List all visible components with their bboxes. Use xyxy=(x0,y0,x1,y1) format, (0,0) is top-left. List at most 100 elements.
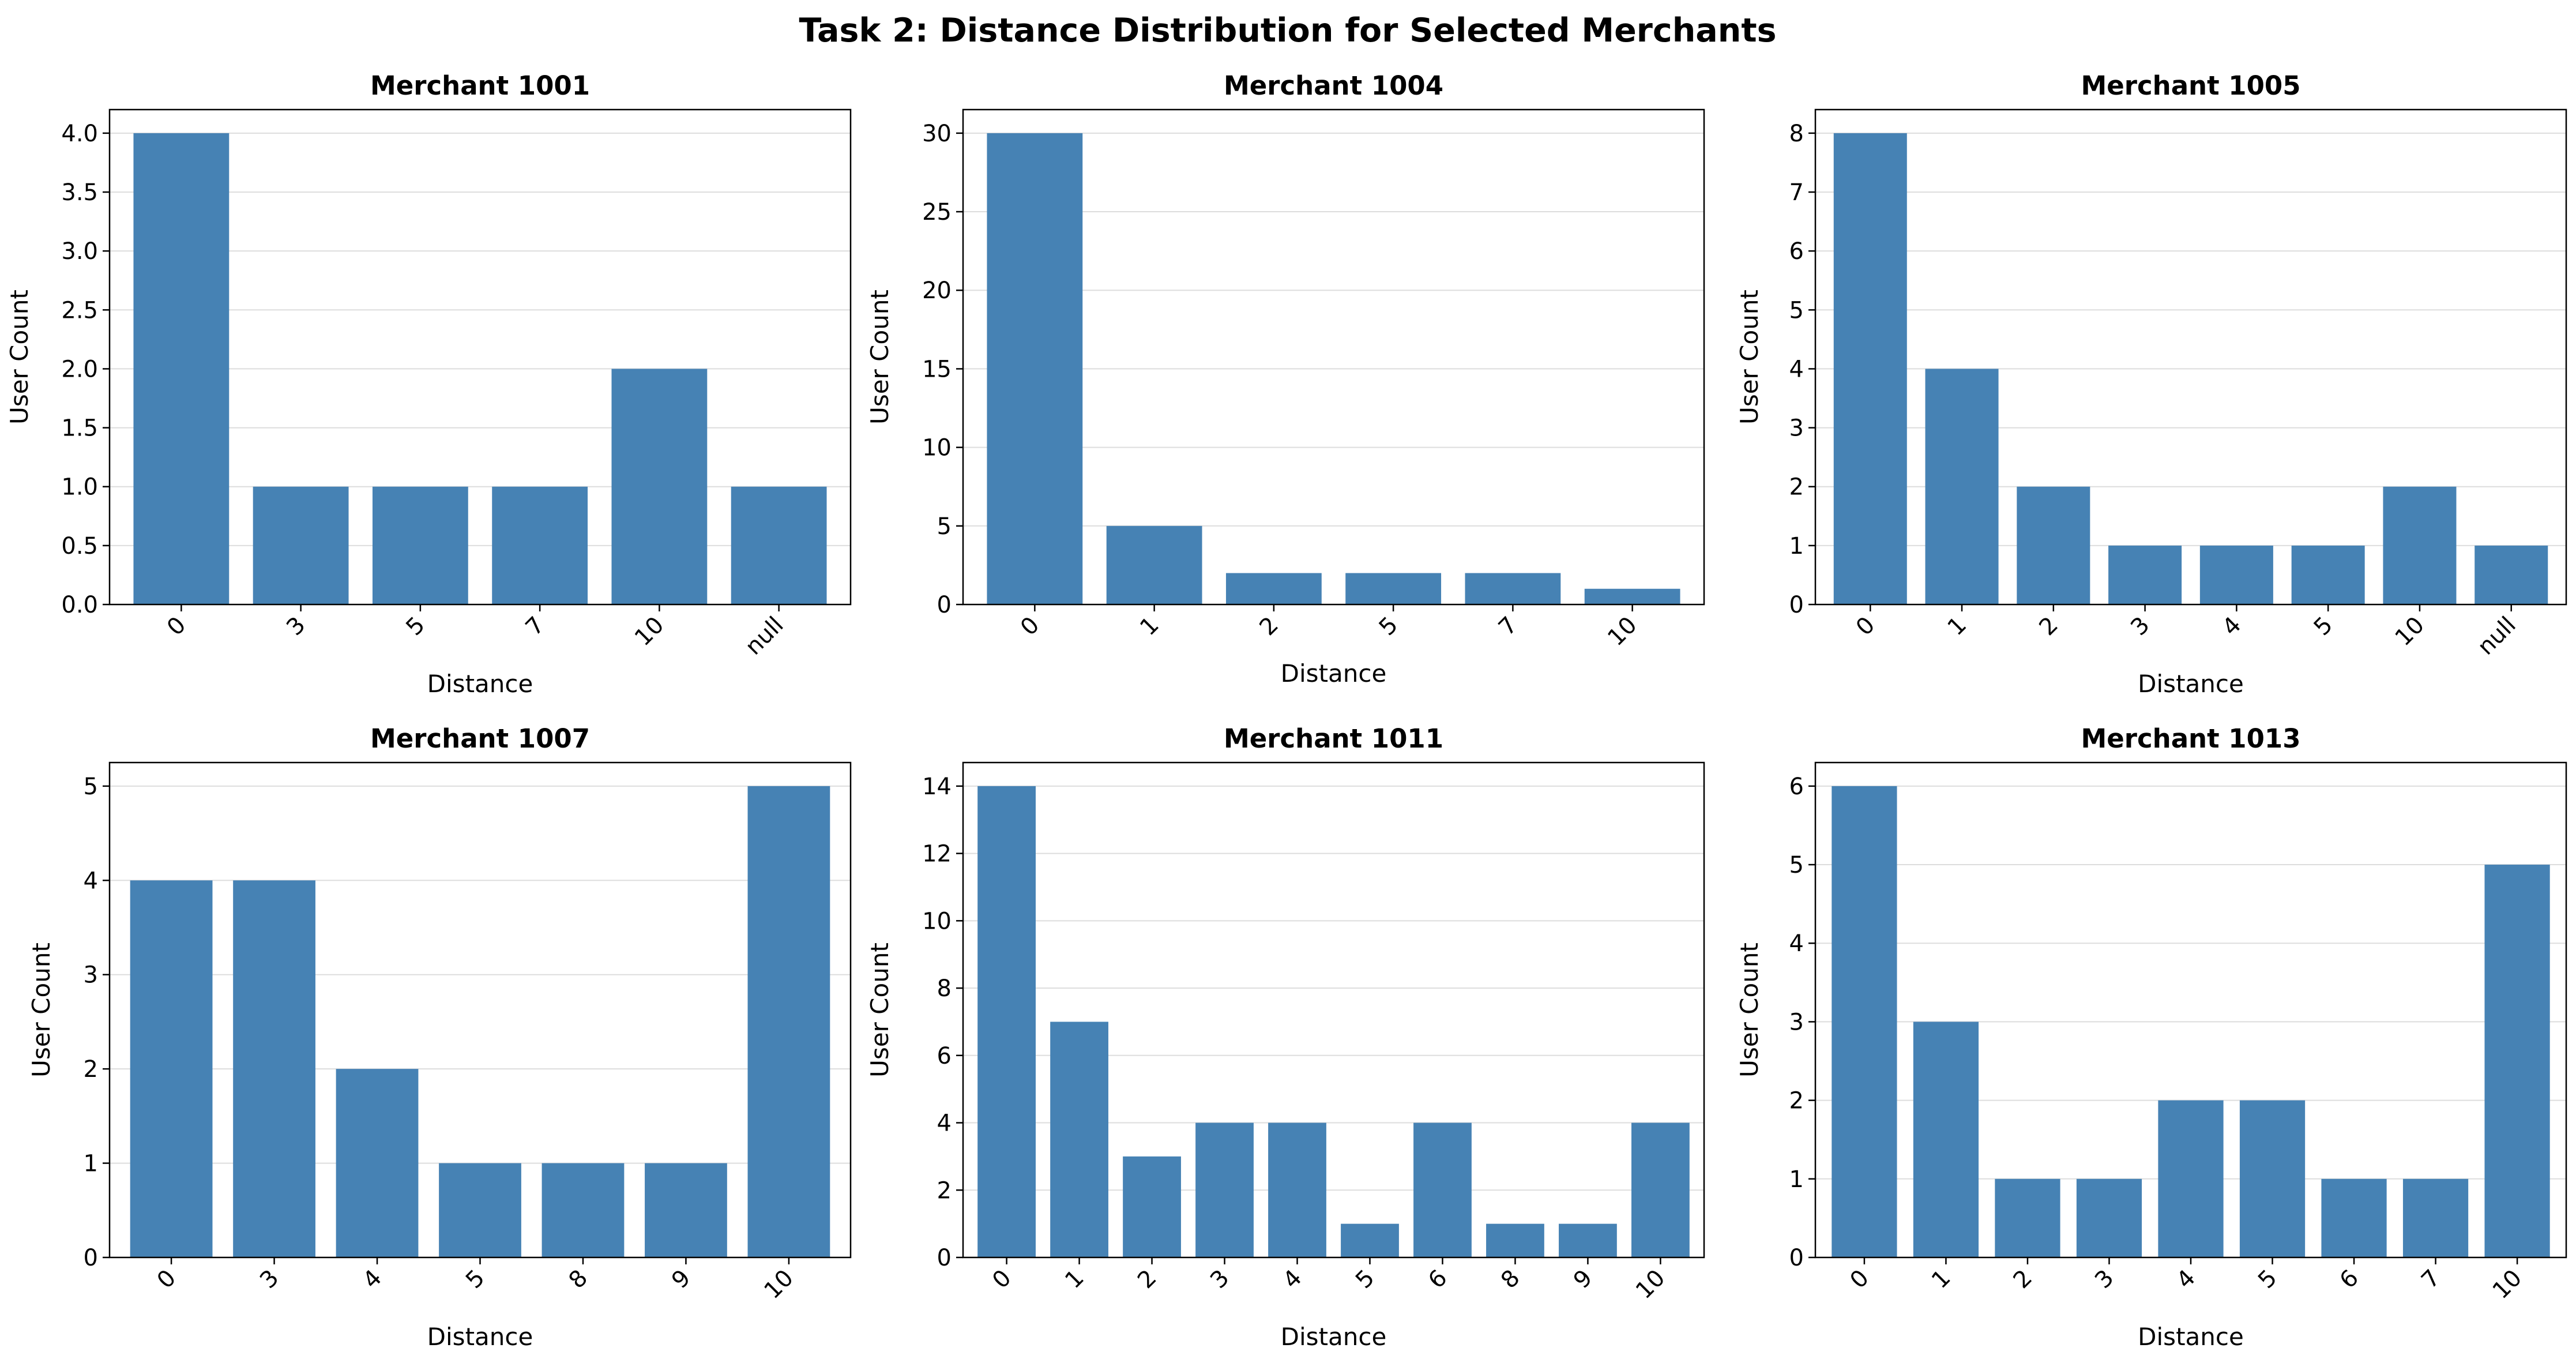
bar-2 xyxy=(1995,1178,2060,1257)
bar-10 xyxy=(2484,865,2550,1257)
x-tick-label: 4 xyxy=(2172,1265,2201,1294)
x-tick-label: null xyxy=(740,612,789,660)
y-tick-label: 5 xyxy=(1789,297,1804,324)
bar-null xyxy=(731,486,827,604)
x-tick-label: 1 xyxy=(1135,612,1164,641)
bar-1 xyxy=(1050,1022,1108,1257)
bar-5 xyxy=(439,1163,521,1257)
bar-0 xyxy=(133,133,230,604)
y-tick-label: 1 xyxy=(1789,533,1804,560)
y-tick-label: 7 xyxy=(1789,179,1804,206)
x-tick-label: 7 xyxy=(1494,612,1523,641)
y-tick-label: 0 xyxy=(937,1245,952,1271)
y-tick-label: 1 xyxy=(84,1151,98,1177)
bar-5 xyxy=(2239,1100,2306,1257)
y-tick-label: 0 xyxy=(1789,592,1804,618)
y-tick-label: 3 xyxy=(1789,415,1804,442)
y-tick-label: 30 xyxy=(922,121,952,147)
x-tick-label: 3 xyxy=(1205,1265,1235,1294)
bar-0 xyxy=(987,133,1083,604)
bar-3 xyxy=(2076,1178,2142,1257)
bar-5 xyxy=(1345,573,1442,604)
axes-frame xyxy=(108,761,852,1259)
x-tick-label: 6 xyxy=(2335,1265,2364,1294)
bar-7 xyxy=(2402,1178,2469,1257)
panel-6: 0 1 2 3 4 5 6 0 1 2 3 4 5 6 7 10 Merchant 1013 Distance Us… xyxy=(1735,723,2567,1351)
panel-title: Merchant 1007 xyxy=(370,723,590,754)
panel-title: Merchant 1013 xyxy=(2081,723,2300,754)
y-tick-label: 4 xyxy=(937,1110,952,1137)
y-tick-label: 10 xyxy=(922,908,952,934)
x-tick-label: null xyxy=(2473,612,2521,660)
bar-8 xyxy=(541,1163,625,1257)
y-axis-label: User Count xyxy=(5,290,33,425)
bar-7 xyxy=(1465,573,1561,604)
x-tick-label: 2 xyxy=(1133,1265,1162,1294)
y-tick-label: 6 xyxy=(1789,238,1804,265)
x-tick-label: 10 xyxy=(630,612,670,652)
bar-3 xyxy=(233,880,315,1257)
x-axis-label: Distance xyxy=(2138,670,2244,698)
bar-10 xyxy=(1631,1122,1690,1257)
y-tick-label: 25 xyxy=(922,199,952,226)
y-tick-label: 1 xyxy=(1789,1166,1804,1193)
y-tick-label: 2 xyxy=(1789,474,1804,501)
axes-frame xyxy=(962,761,1705,1259)
y-tick-label: 2 xyxy=(84,1056,98,1083)
figure-title: Task 2: Distance Distribution for Select… xyxy=(799,12,1777,50)
x-tick-label: 10 xyxy=(2488,1265,2528,1305)
y-tick-label: 1.0 xyxy=(61,474,98,501)
x-axis-label: Distance xyxy=(427,1323,533,1351)
x-tick-label: 1 xyxy=(1060,1265,1089,1294)
x-tick-label: 1 xyxy=(1943,612,1972,641)
panel-title: Merchant 1005 xyxy=(2081,70,2300,101)
panel-1: 0.0 0.5 1.0 1.5 2.0 2.5 3.0 3.5 4.0 0 3 5 7 10 null Mer… xyxy=(5,70,852,698)
x-tick-label: 5 xyxy=(1374,612,1404,641)
x-tick-label: 2 xyxy=(2034,612,2063,641)
panel-title: Merchant 1004 xyxy=(1224,70,1443,101)
x-tick-label: 1 xyxy=(1927,1265,1956,1294)
x-tick-label: 9 xyxy=(667,1265,696,1294)
y-tick-label: 4 xyxy=(1789,356,1804,382)
x-axis-label: Distance xyxy=(427,670,533,698)
bar-5 xyxy=(2291,545,2365,604)
y-tick-label: 5 xyxy=(1789,852,1804,878)
x-tick-label: 5 xyxy=(461,1265,490,1294)
y-tick-label: 1.5 xyxy=(61,415,98,442)
bar-6 xyxy=(1413,1122,1472,1257)
panel-3: 0 1 2 3 4 5 6 7 8 0 1 2 3 4 5 10 null Merchant 1005 Distan… xyxy=(1735,70,2567,698)
panel-4: 0 1 2 3 4 5 0 3 4 5 8 9 10 Merchant 1007 Distance User … xyxy=(27,723,852,1351)
y-axis-label: User Count xyxy=(1735,943,1763,1077)
bar-5 xyxy=(372,486,468,604)
y-tick-label: 4 xyxy=(84,868,98,894)
y-axis-label: User Count xyxy=(866,943,894,1077)
x-tick-label: 0 xyxy=(152,1265,182,1294)
bar-0 xyxy=(1832,786,1897,1257)
axes-frame xyxy=(1814,108,2567,606)
bar-10 xyxy=(1584,588,1680,604)
bar-0 xyxy=(1833,133,1907,604)
x-tick-label: 6 xyxy=(1423,1265,1453,1294)
x-tick-label: 5 xyxy=(2253,1265,2282,1294)
x-tick-label: 3 xyxy=(2090,1265,2119,1294)
bar-1 xyxy=(1106,525,1202,604)
x-tick-label: 4 xyxy=(2217,612,2247,641)
axes-frame xyxy=(1814,761,2567,1259)
y-tick-label: 8 xyxy=(937,975,952,1002)
bar-8 xyxy=(1486,1223,1544,1257)
y-tick-label: 12 xyxy=(922,841,952,868)
x-axis-label: Distance xyxy=(1281,659,1387,688)
x-tick-label: 3 xyxy=(2126,612,2155,641)
x-tick-label: 5 xyxy=(401,612,430,641)
y-tick-label: 0.0 xyxy=(61,592,98,618)
y-tick-label: 3.5 xyxy=(61,179,98,206)
bar-10 xyxy=(611,369,708,604)
bar-1 xyxy=(1925,369,1999,604)
bar-4 xyxy=(1268,1122,1326,1257)
bar-0 xyxy=(130,880,213,1257)
x-tick-label: 0 xyxy=(1845,1265,1874,1294)
bar-7 xyxy=(492,486,588,604)
bar-6 xyxy=(2321,1178,2387,1257)
